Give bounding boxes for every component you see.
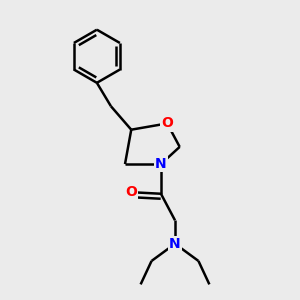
Text: N: N [169,237,181,251]
Text: O: O [161,116,173,130]
Text: N: N [155,157,167,171]
Text: O: O [125,185,137,199]
